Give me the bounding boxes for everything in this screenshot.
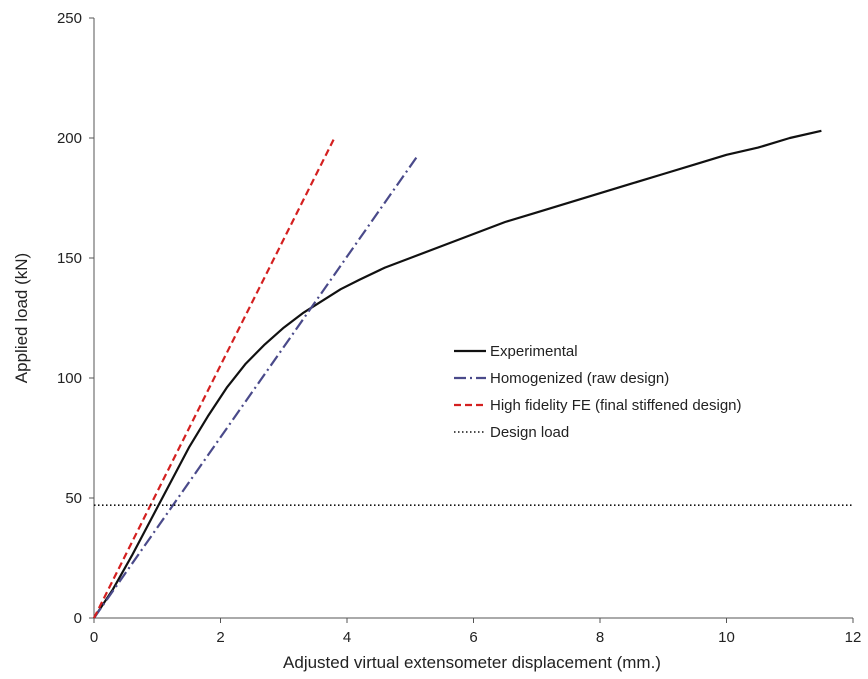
legend-label-high-fidelity-fe-final-stiffened-design: High fidelity FE (final stiffened design… xyxy=(490,397,742,414)
x-tick-label: 6 xyxy=(469,629,477,646)
x-tick-label: 0 xyxy=(90,629,98,646)
y-axis-title: Applied load (kN) xyxy=(12,253,31,383)
legend-label-design-load: Design load xyxy=(490,424,569,441)
x-axis-title: Adjusted virtual extensometer displaceme… xyxy=(283,653,661,672)
legend: Experimental Homogenized (raw design) High… xyxy=(454,343,742,441)
y-tick-label: 150 xyxy=(57,250,82,267)
x-tick-label: 4 xyxy=(343,629,351,646)
y-tick-label: 250 xyxy=(57,10,82,27)
x-tick-label: 10 xyxy=(718,629,735,646)
y-tick-group: 0 50 100 150 200 250 xyxy=(57,10,94,627)
y-tick-label: 200 xyxy=(57,130,82,147)
series-line-experimental xyxy=(93,129,822,619)
x-tick-label: 2 xyxy=(216,629,224,646)
series-line-homogenized-raw-design xyxy=(93,156,418,619)
x-tick-label: 8 xyxy=(596,629,604,646)
legend-label-homogenized-raw-design: Homogenized (raw design) xyxy=(490,370,669,387)
y-tick-label: 50 xyxy=(65,490,82,507)
legend-label-experimental: Experimental xyxy=(490,343,578,360)
y-tick-label: 100 xyxy=(57,370,82,387)
x-tick-group: 0 2 4 6 8 10 12 xyxy=(90,618,862,646)
series-line-high-fidelity-fe-final-stiffened-design xyxy=(93,137,336,619)
x-tick-label: 12 xyxy=(845,629,862,646)
series-layer xyxy=(93,129,853,619)
y-tick-label: 0 xyxy=(74,610,82,627)
